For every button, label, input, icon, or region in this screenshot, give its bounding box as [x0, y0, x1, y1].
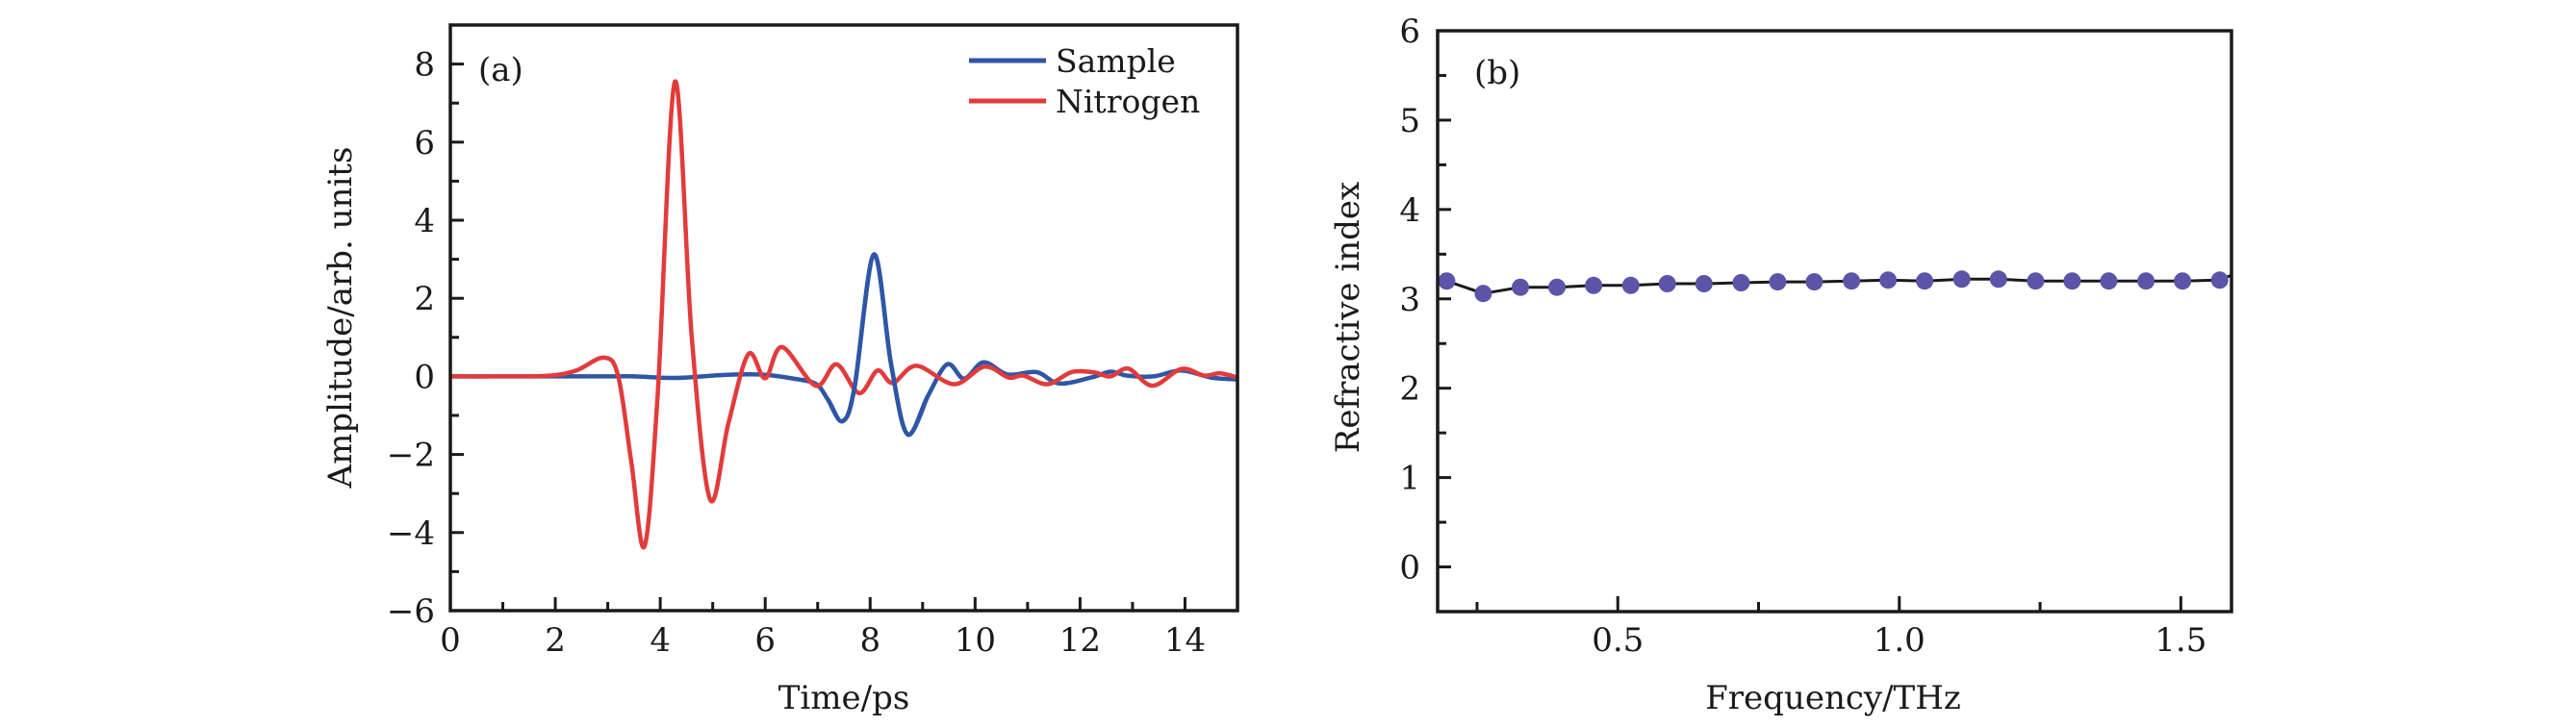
refractive-index-point: [2210, 271, 2229, 289]
panel-a-y-tick-label: −4: [387, 514, 435, 553]
refractive-index-point: [2174, 272, 2192, 290]
refractive-index-point: [1879, 271, 1898, 289]
panel-b-x-tick-label: 0.5: [1592, 621, 1644, 660]
panel-a-y-tick-label: 0: [414, 358, 435, 396]
refractive-index-point: [1732, 274, 1750, 291]
panel-b-x-tick-label: 1.5: [2155, 621, 2206, 660]
panel-b-label: (b): [1474, 54, 1520, 92]
panel-a-x-axis-label: Time/ps: [778, 679, 910, 717]
panel-a-y-tick-label: 2: [414, 280, 435, 318]
panel-b-y-tick-label: 5: [1399, 102, 1420, 140]
panel-b-y-tick-label: 6: [1399, 13, 1420, 51]
panel-b-curves: [1438, 257, 2265, 303]
panel-a-x-tick-label: 2: [545, 621, 566, 660]
panel-b-y-tick-label: 2: [1399, 370, 1420, 409]
panel-b-y-tick-label: 3: [1399, 281, 1420, 319]
refractive-index-point: [1548, 278, 1566, 296]
panel-a-x-tick-label: 14: [1164, 621, 1206, 660]
panel-b-x-axis-label: Frequency/THz: [1705, 679, 1961, 717]
refractive-index-point: [1769, 273, 1787, 291]
legend-label-nitrogen: Nitrogen: [1056, 83, 1200, 120]
refractive-index-point: [1843, 272, 1861, 290]
panel-a-legend: Sample Nitrogen: [969, 42, 1200, 120]
refractive-index-point: [2248, 257, 2265, 274]
series-line-nitrogen: [450, 79, 1237, 550]
panel-b-ticks: 0.5 1.0 1.5 0 1 2 3 4 5 6: [1399, 13, 2206, 660]
refractive-index-point: [1621, 276, 1640, 294]
panel-b-y-tick-label: 0: [1399, 549, 1420, 588]
refractive-index-point: [1474, 285, 1492, 303]
panel-a-y-tick-label: −2: [387, 437, 435, 475]
refractive-index-point: [2137, 272, 2155, 290]
refractive-index-point: [1438, 272, 1456, 290]
panel-b-frame: [1436, 29, 2233, 614]
refractive-index-point: [1512, 278, 1529, 296]
panel-a-frame: [448, 23, 1239, 613]
panel-b-refractive-index: 0.5 1.0 1.5 0 1 2 3 4 5 6 (b) Frequency/THz Refra…: [1329, 13, 2265, 717]
panel-a-x-tick-label: 4: [650, 621, 671, 660]
panel-b-y-tick-label: 1: [1399, 460, 1420, 498]
panel-a-y-tick-label: 4: [414, 202, 435, 240]
panel-a-y-tick-label: 6: [414, 124, 435, 163]
refractive-index-point: [2027, 272, 2045, 290]
refractive-index-point: [1989, 270, 2007, 288]
refractive-index-point: [1805, 273, 1824, 291]
panel-b-y-axis-label: Refractive index: [1329, 182, 1367, 453]
panel-a-y-axis-label: Amplitude/arb. units: [321, 147, 360, 489]
refractive-index-point: [1585, 276, 1603, 294]
refractive-index-point: [1658, 275, 1676, 292]
panel-a-label: (a): [478, 51, 523, 89]
panel-a-x-tick-label: 10: [955, 621, 996, 660]
panel-a-x-tick-label: 12: [1059, 621, 1101, 660]
refractive-index-point: [1695, 275, 1713, 292]
series-line-sample: [450, 252, 1237, 438]
panel-a-curves: [450, 79, 1237, 550]
panel-a-x-tick-label: 8: [859, 621, 880, 660]
panel-b-y-tick-label: 4: [1399, 191, 1420, 230]
refractive-index-point: [1916, 272, 1934, 290]
panel-a-y-tick-label: 8: [414, 46, 435, 85]
refractive-index-point: [2100, 272, 2118, 290]
refractive-index-point: [1952, 270, 1971, 288]
panel-b-x-tick-label: 1.0: [1874, 621, 1926, 660]
panel-a-x-tick-label: 0: [440, 621, 461, 660]
series-line-sample-overlay: [826, 252, 931, 437]
panel-a-time-domain: 0 2 4 6 8 10 12 14 −6 −4 −2 0 2 4 6 8 (a) Sample Nitrog…: [321, 23, 1239, 717]
panel-a-ticks: 0 2 4 6 8 10 12 14 −6 −4 −2 0 2 4 6 8: [387, 23, 1239, 660]
panel-a-x-tick-label: 6: [754, 621, 776, 660]
legend-label-sample: Sample: [1056, 42, 1176, 80]
refractive-index-point: [2063, 272, 2081, 290]
panel-a-y-tick-label: −6: [387, 592, 435, 631]
